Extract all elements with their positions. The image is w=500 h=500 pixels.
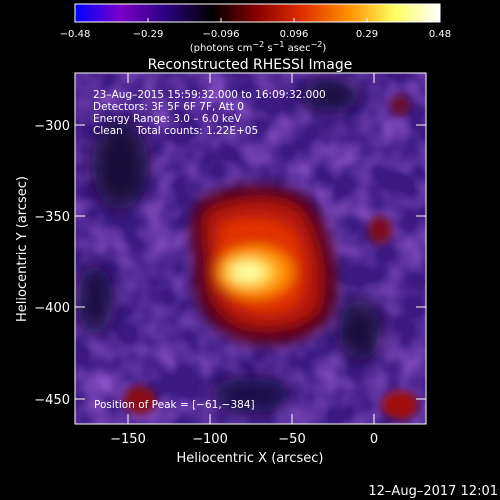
- colorbar-tick-label: −0.48: [60, 29, 91, 40]
- timestamp: 12–Aug–2017 12:01: [368, 484, 498, 499]
- info-energy-range: Energy Range: 3.0 – 6.0 keV: [93, 113, 242, 125]
- info-clean-counts: Clean Total counts: 1.22E+05: [93, 125, 258, 137]
- colorbar: [74, 3, 441, 23]
- plot-title: Reconstructed RHESSI Image: [148, 57, 353, 73]
- y-tick-label: −450: [34, 393, 70, 408]
- colorbar-units: (photons cm−2 s−1 asec−2): [190, 40, 327, 55]
- x-tick-label: −150: [110, 432, 146, 447]
- info-detectors: Detectors: 3F 5F 6F 7F, Att 0: [93, 101, 244, 113]
- x-tick-label: −100: [192, 432, 228, 447]
- y-axis-title: Heliocentric Y (arcsec): [15, 176, 30, 322]
- peak-position-label: Position of Peak = [−61,−384]: [94, 399, 255, 411]
- x-axis-title: Heliocentric X (arcsec): [177, 451, 324, 466]
- info-time-range: 23–Aug–2015 15:59:32.000 to 16:09:32.000: [93, 89, 326, 101]
- plot-frame: [74, 72, 427, 425]
- colorbar-ticks: [74, 18, 441, 22]
- rhessi-image: [75, 73, 426, 424]
- colorbar-tick-label: −0.29: [133, 29, 164, 40]
- colorbar-tick-label: 0.48: [429, 29, 451, 40]
- colorbar-tick-label: 0.29: [356, 29, 378, 40]
- colorbar-tick-label: −0.096: [202, 29, 239, 40]
- y-tick-label: −350: [34, 210, 70, 225]
- axis-ticks: [75, 73, 426, 424]
- colorbar-tick-label: 0.096: [280, 29, 309, 40]
- y-tick-label: −400: [34, 301, 70, 316]
- x-tick-label: 0: [370, 432, 378, 447]
- y-tick-label: −300: [34, 119, 70, 134]
- x-tick-label: −50: [278, 432, 305, 447]
